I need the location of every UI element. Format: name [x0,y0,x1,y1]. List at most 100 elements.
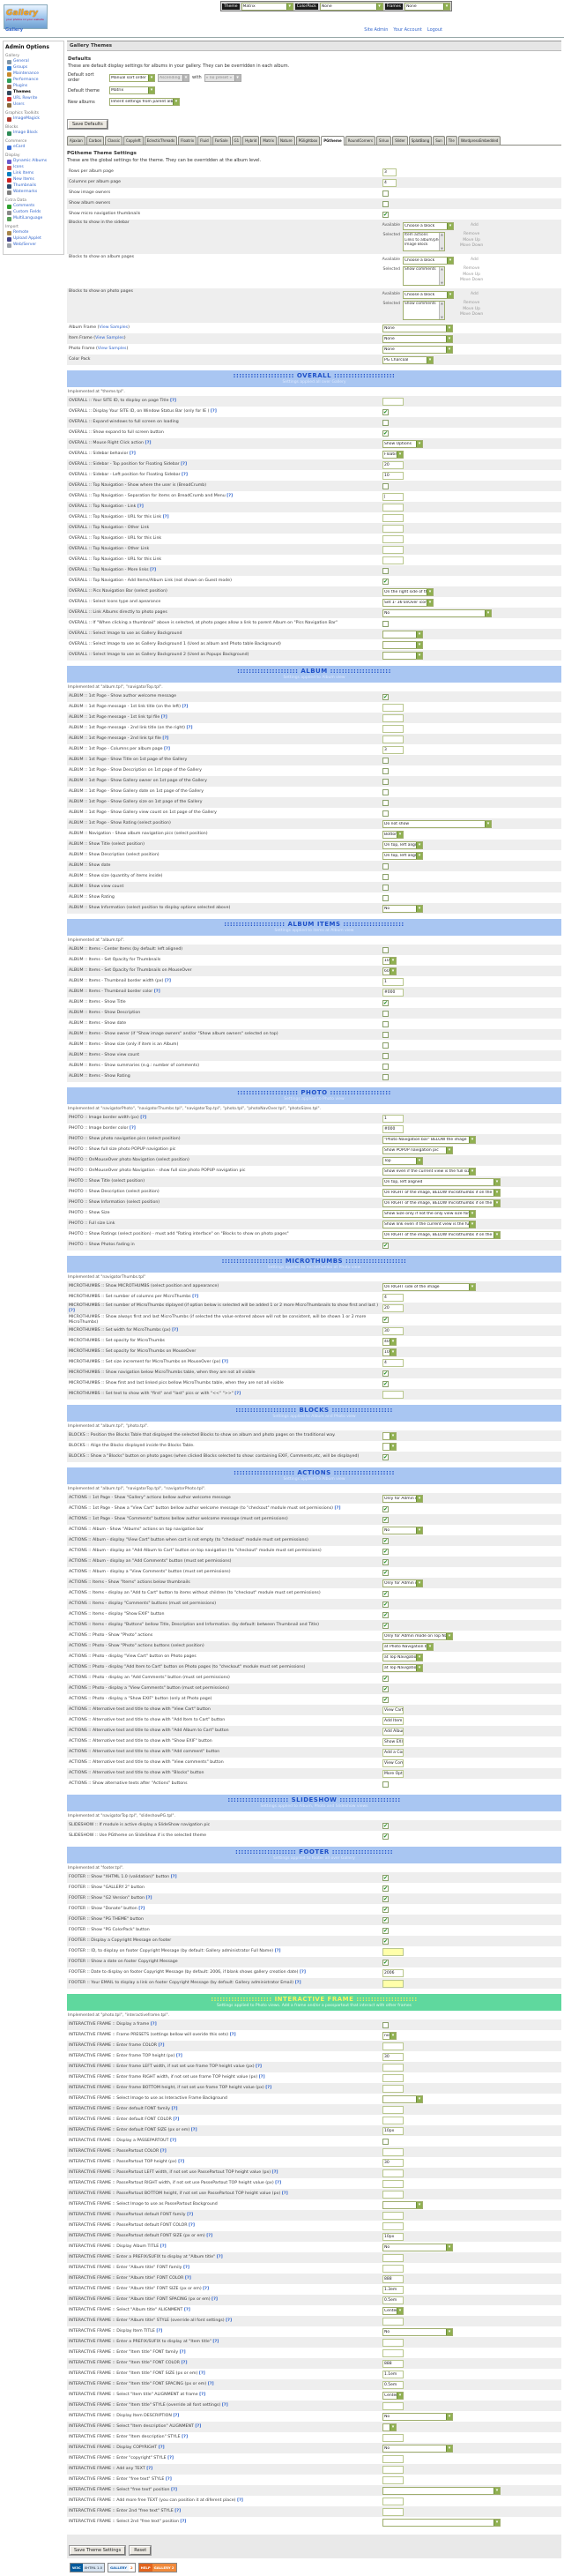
listbox-scrollbar[interactable]: ▲ ▼ [439,233,444,250]
help-link[interactable]: [?] [182,705,189,710]
setting-input[interactable] [382,534,404,543]
tab-pgtheme[interactable]: PGtheme [321,136,345,146]
setting-checkbox[interactable] [382,810,389,817]
g2-badge[interactable]: GALLERY 2 [108,2563,136,2572]
setting-checkbox[interactable]: ✔ [382,1895,389,1902]
help-link[interactable]: [?] [258,2075,265,2080]
header-link-site-admin[interactable]: Site Admin [364,27,389,33]
setting-checkbox[interactable] [382,1063,389,1070]
setting-input[interactable]: 1 [382,977,404,986]
help-link[interactable]: [?] [175,2054,182,2059]
setting-input[interactable] [382,2264,404,2273]
setting-select[interactable]: Top ▾ [382,1156,423,1165]
help-link[interactable]: [?] [226,2318,233,2324]
setting-input[interactable] [382,2211,404,2220]
help-link[interactable]: [?] [165,2477,172,2483]
sidebar-item-comments[interactable]: Comments [7,204,62,209]
help-link[interactable]: [?] [160,715,167,721]
sidebar-item-remote[interactable]: Remote [7,230,62,235]
save-theme-settings-button[interactable]: Save Theme Settings [70,2546,126,2555]
sidebar-item-upload-applet[interactable]: Upload Applet [7,236,62,242]
setting-checkbox[interactable] [382,1020,389,1027]
help-link[interactable]: [?] [210,409,217,414]
help-link[interactable]: [?] [182,473,189,478]
setting-select[interactable]: "Photo Navigation bar" BELOW the image ▾ [382,1135,476,1144]
setting-input[interactable]: 20 [382,460,404,469]
setting-input[interactable] [382,735,404,743]
setting-select[interactable]: None ▾ [382,324,453,332]
tab-forsale[interactable]: ForSale [212,136,231,145]
sidebar-item-performance[interactable]: Performance [7,78,62,83]
sidebar-item-groups[interactable]: Groups [7,65,62,71]
setting-checkbox[interactable] [382,1042,389,1049]
help-link[interactable]: [?] [236,2498,243,2504]
sidebar-item-plugins[interactable]: Plugins [7,84,62,89]
setting-input[interactable]: 20 [382,1304,404,1312]
help-link[interactable]: [?] [207,2382,214,2387]
setting-input[interactable] [382,2465,404,2474]
setting-input[interactable] [382,2507,404,2516]
tab-carbon[interactable]: Carbon [85,136,105,145]
setting-select[interactable]: 40%▾ [382,1337,397,1346]
setting-input[interactable]: #000 [382,1124,404,1133]
setting-select[interactable]: Bottom▾ [382,830,404,839]
setting-checkbox[interactable] [382,788,389,795]
setting-checkbox[interactable]: ✔ [382,1938,389,1945]
setting-select[interactable]: Choose a block ▾ [403,257,454,265]
help-link[interactable]: [?] [170,1875,177,1880]
setting-select[interactable]: No ▾ [382,2243,453,2251]
setting-select[interactable]: Show link even if the current view is th… [382,1220,476,1228]
setting-input[interactable]: 1.3em [382,2285,404,2294]
setting-input[interactable] [382,2147,404,2156]
setting-input[interactable] [382,2063,404,2072]
help-link[interactable]: [?] [186,726,193,731]
setting-select[interactable]: Only for Admin mode▾ [382,1579,423,1587]
help-link[interactable]: [?] [221,2403,228,2408]
setting-checkbox[interactable]: ✔ [382,1874,389,1881]
help-link[interactable]: [?] [183,2308,190,2313]
help-link[interactable]: [?] [178,2160,185,2165]
setting-select[interactable]: No ▾ [382,2412,453,2421]
setting-input[interactable] [382,503,404,511]
selected-blocks-listbox[interactable]: Show comments ▲ ▼ [403,266,445,286]
sidebar-item-general[interactable]: General [7,59,62,64]
sidebar-item-thumbnails[interactable]: Thumbnails [7,183,62,189]
help-link[interactable]: [?] [206,2234,213,2239]
setting-input[interactable]: 888 [382,2359,404,2368]
sidebar-item-themes[interactable]: Themes [7,90,62,95]
tab-nature[interactable]: Nature [278,136,295,145]
setting-select[interactable]: at Top Navigation bar▾ [382,1663,423,1672]
tab-eclecticthreads[interactable]: EclecticThreads [144,136,178,145]
setting-input[interactable] [382,713,404,722]
setting-select[interactable]: ▾ [382,640,423,649]
setting-select[interactable]: 100%▾ [382,1348,397,1356]
setting-select[interactable]: No ▾ [382,2444,453,2453]
setting-input[interactable]: 3 [382,168,397,176]
help-link[interactable]: [?] [158,2043,165,2049]
setting-checkbox[interactable]: ✔ [382,211,389,218]
setting-checkbox[interactable]: ✔ [382,1548,389,1555]
setting-select[interactable]: On RIGHT of the image, BELOW microthumbs… [382,1188,501,1197]
setting-select[interactable]: On RIGHT of the image, BELOW microthumbs… [382,1198,501,1207]
setting-select[interactable]: Show even if the current view is the ful… [382,1167,476,1176]
sort-order-select[interactable]: Manual sort order ▾ [109,73,155,82]
listbox-item[interactable]: Show comments [404,267,436,272]
setting-input[interactable] [382,2179,404,2188]
setting-checkbox[interactable] [382,873,389,880]
setting-checkbox[interactable] [382,778,389,785]
setting-select[interactable]: On the right side of the page▾ [382,587,434,596]
setting-checkbox[interactable]: ✔ [382,1622,389,1629]
view-samples-link[interactable]: View Samples [99,325,129,331]
help-link[interactable]: [?] [129,452,136,457]
setting-checkbox[interactable]: ✔ [382,408,389,415]
setting-checkbox[interactable] [382,200,389,207]
setting-input[interactable]: 4 [382,1293,404,1302]
setting-checkbox[interactable]: ✔ [382,1242,389,1249]
setting-checkbox[interactable]: ✔ [382,578,389,585]
setting-checkbox[interactable]: ✔ [382,1601,389,1608]
help-link[interactable]: [?] [180,2520,187,2525]
help-link[interactable]: [?] [275,2181,282,2186]
header-link-your-account[interactable]: Your Account [393,27,422,33]
help-link[interactable]: [?] [181,462,188,467]
setting-checkbox[interactable]: ✔ [382,1675,389,1682]
